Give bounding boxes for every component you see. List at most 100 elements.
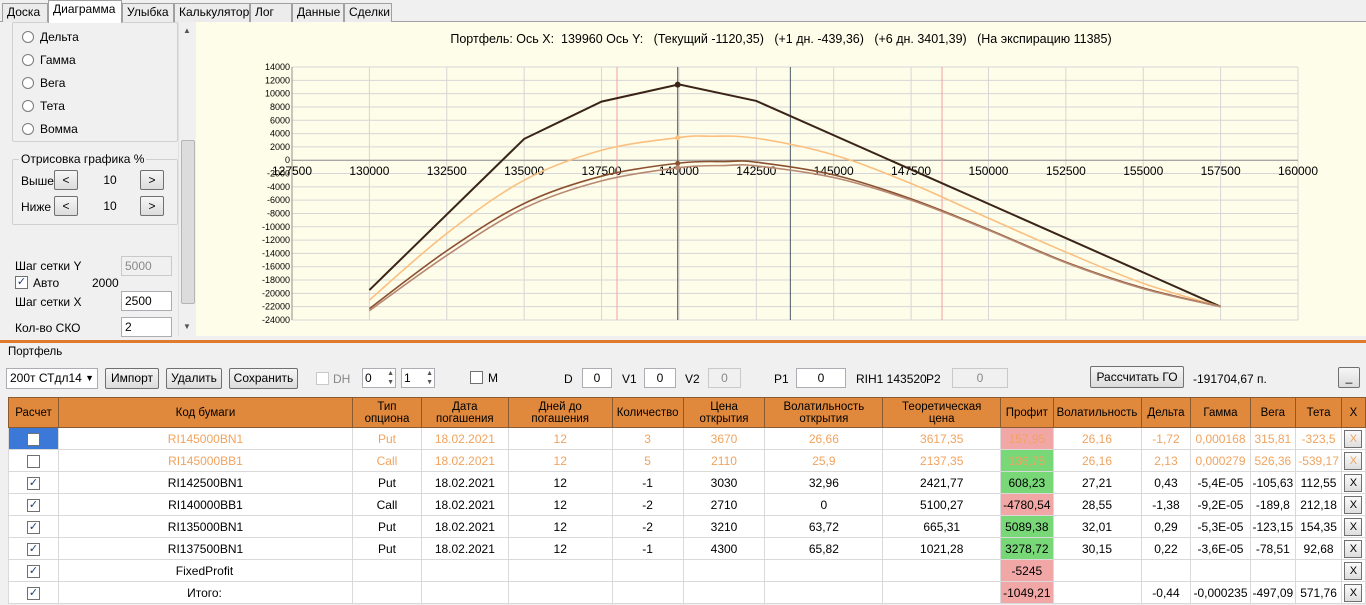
col-theta[interactable]: Тета — [1295, 397, 1342, 428]
col-gamma[interactable]: Гамма — [1190, 397, 1251, 428]
radio-theta[interactable]: Тета — [22, 97, 65, 115]
cell-price[interactable] — [682, 559, 766, 582]
p2-field[interactable]: 0 — [952, 368, 1008, 388]
splitter[interactable] — [0, 340, 1366, 343]
cell-price[interactable]: 4300 — [682, 537, 766, 560]
grid-x-field[interactable]: 2500 — [121, 291, 172, 311]
cell-vol[interactable] — [1052, 581, 1142, 604]
cell-qty[interactable] — [611, 559, 684, 582]
calc-checkbox[interactable]: ✓ — [26, 564, 40, 578]
cell-qty[interactable]: 3 — [611, 427, 684, 450]
cell-qty[interactable]: -1 — [611, 471, 684, 494]
scroll-down-icon[interactable]: ▼ — [183, 322, 191, 331]
save-button[interactable]: Сохранить — [229, 368, 298, 389]
radio-vomma[interactable]: Вомма — [22, 120, 78, 138]
calc-checkbox[interactable]: ✓ — [26, 476, 40, 490]
v2-field[interactable]: 0 — [708, 368, 741, 388]
table-row[interactable]: RI145000BB1 Call 18.02.2021 12 5 2110 25,9 2137… — [8, 449, 1366, 472]
table-row[interactable]: ✓ RI140000BB1 Call 18.02.2021 12 -2 2710 0 5100,… — [8, 493, 1366, 516]
table-row[interactable]: RI145000BN1 Put 18.02.2021 12 3 3670 26,66 3617… — [8, 427, 1366, 450]
table-row[interactable]: ✓ RI135000BN1 Put 18.02.2021 12 -2 3210 63,72 66… — [8, 515, 1366, 538]
col-vega[interactable]: Вега — [1249, 397, 1297, 428]
spin-arrows-icon[interactable]: ▲ ▼ — [426, 370, 433, 386]
radio-circle-icon[interactable] — [22, 123, 34, 135]
cell-qty[interactable]: -2 — [611, 493, 684, 516]
col-price[interactable]: Цена открытия — [682, 397, 766, 428]
remove-row-button[interactable]: X — [1344, 429, 1363, 448]
dh-checkbox[interactable] — [316, 372, 329, 385]
cell-price[interactable]: 3210 — [682, 515, 766, 538]
delete-button[interactable]: Удалить — [166, 368, 222, 389]
col-days[interactable]: Дней до погашения — [507, 397, 613, 428]
tab-diagram[interactable]: Диаграмма — [48, 0, 122, 23]
tab-smile[interactable]: Улыбка — [122, 3, 174, 22]
radio-circle-icon[interactable] — [22, 31, 34, 43]
scroll-up-icon[interactable]: ▲ — [183, 26, 191, 35]
cell-vol[interactable]: 26,16 — [1052, 449, 1142, 472]
col-calc[interactable]: Расчет — [8, 397, 59, 428]
p1-field[interactable]: 0 — [796, 368, 846, 388]
spin1-field[interactable]: 0 ▲ ▼ — [362, 368, 396, 388]
calc-go-button[interactable]: Рассчитать ГО — [1090, 366, 1184, 388]
tab-deals[interactable]: Сделки — [344, 3, 392, 22]
cell-vol[interactable]: 27,21 — [1052, 471, 1142, 494]
cell-vol[interactable]: 32,01 — [1052, 515, 1142, 538]
remove-row-button[interactable]: X — [1344, 583, 1363, 602]
col-vol-open[interactable]: Волатильность открытия — [764, 397, 884, 428]
cell-qty[interactable] — [611, 581, 684, 604]
col-date[interactable]: Дата погашения — [420, 397, 509, 428]
remove-row-button[interactable]: X — [1344, 561, 1363, 580]
remove-row-button[interactable]: X — [1344, 517, 1363, 536]
auto-checkbox[interactable]: ✓ — [15, 276, 28, 289]
col-theo[interactable]: Теоретическая цена — [882, 397, 1002, 428]
import-button[interactable]: Импорт — [105, 368, 159, 389]
cell-qty[interactable]: -2 — [611, 515, 684, 538]
col-delta[interactable]: Дельта — [1140, 397, 1192, 428]
calc-checkbox[interactable]: ✓ — [26, 586, 40, 600]
col-type[interactable]: Тип опциона — [352, 397, 422, 428]
radio-circle-icon[interactable] — [22, 100, 34, 112]
tab-board[interactable]: Доска — [2, 3, 48, 22]
below-decrease-button[interactable]: < — [54, 196, 78, 216]
radio-delta[interactable]: Дельта — [22, 28, 79, 46]
remove-row-button[interactable]: X — [1344, 539, 1363, 558]
grid-y-field[interactable]: 5000 — [121, 256, 172, 276]
table-row[interactable]: ✓ RI137500BN1 Put 18.02.2021 12 -1 4300 65,82 10… — [8, 537, 1366, 560]
remove-row-button[interactable]: X — [1344, 451, 1363, 470]
calc-checkbox[interactable] — [26, 454, 40, 468]
radio-vega[interactable]: Вега — [22, 74, 65, 92]
calc-checkbox[interactable]: ✓ — [26, 520, 40, 534]
cell-price[interactable]: 3670 — [682, 427, 766, 450]
table-row[interactable]: ✓ FixedProfit -5245 X — [8, 559, 1366, 582]
minimize-button[interactable]: _ — [1338, 367, 1360, 388]
cell-vol[interactable]: 28,55 — [1052, 493, 1142, 516]
cell-price[interactable] — [682, 581, 766, 604]
col-profit[interactable]: Профит — [1000, 397, 1054, 428]
cell-qty[interactable]: -1 — [611, 537, 684, 560]
remove-row-button[interactable]: X — [1344, 495, 1363, 514]
above-increase-button[interactable]: > — [140, 170, 164, 190]
m-checkbox[interactable] — [470, 371, 483, 384]
calc-checkbox[interactable]: ✓ — [26, 542, 40, 556]
above-decrease-button[interactable]: < — [54, 170, 78, 190]
spin-arrows-icon[interactable]: ▲ ▼ — [387, 370, 394, 386]
sko-field[interactable]: 2 — [121, 317, 172, 337]
scroll-thumb[interactable] — [181, 140, 195, 304]
tab-log[interactable]: Лог — [250, 3, 292, 22]
spin2-field[interactable]: 1 ▲ ▼ — [401, 368, 435, 388]
radio-circle-icon[interactable] — [22, 77, 34, 89]
radio-gamma[interactable]: Гамма — [22, 51, 76, 69]
cell-qty[interactable]: 5 — [611, 449, 684, 472]
table-row[interactable]: ✓ Итого: -1049,21 -0,44 -0,000235 -497,09 571,… — [8, 581, 1366, 604]
below-increase-button[interactable]: > — [140, 196, 164, 216]
v1-field[interactable]: 0 — [644, 368, 676, 388]
radio-circle-icon[interactable] — [22, 54, 34, 66]
calc-checkbox[interactable] — [26, 432, 40, 446]
cell-vol[interactable]: 26,16 — [1052, 427, 1142, 450]
tab-data[interactable]: Данные — [292, 3, 344, 22]
left-panel-scrollbar[interactable]: ▲ ▼ — [178, 22, 196, 336]
cell-vol[interactable] — [1052, 559, 1142, 582]
cell-price[interactable]: 3030 — [682, 471, 766, 494]
remove-row-button[interactable]: X — [1344, 473, 1363, 492]
d-field[interactable]: 0 — [582, 368, 612, 388]
